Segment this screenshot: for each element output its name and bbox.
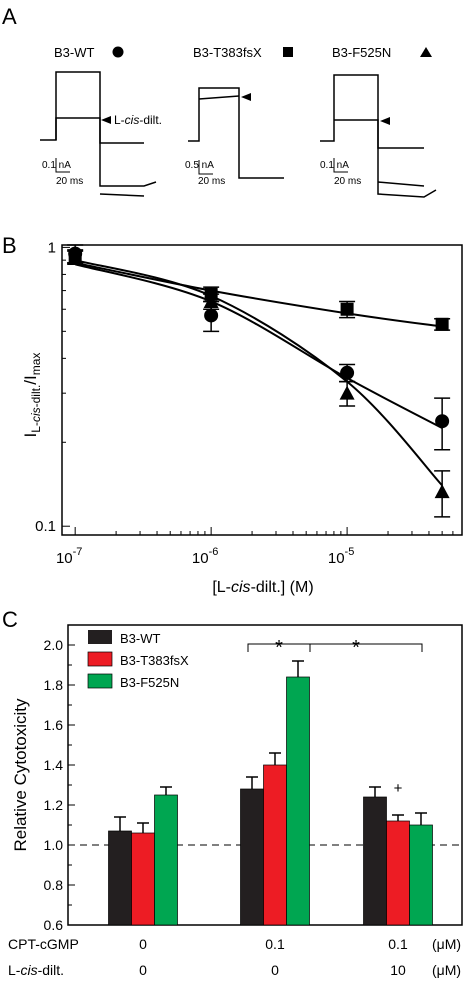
data-point-circle	[435, 414, 450, 429]
panel-b-label: B	[2, 233, 17, 258]
legend-label-wt: B3-WT	[120, 631, 161, 646]
legend-swatch-f525n	[87, 673, 113, 689]
y-tick-label: 1.0	[44, 837, 64, 853]
bar-b3-t383fsx	[263, 764, 287, 926]
bar-b3-f525n	[286, 676, 310, 926]
bar-b3-wt	[108, 830, 132, 926]
cytotoxicity-bar-chart: 0.6 0.8 1.0 1.2 1.4 1.6 1.8 2.0 Relative Cytoto…	[8, 624, 463, 978]
wt-scale-x: 20 ms	[56, 176, 83, 187]
f525n-scale-x: 20 ms	[334, 176, 361, 187]
bar-b3-t383fsx	[131, 832, 155, 926]
data-point-circle	[340, 365, 355, 380]
fit-curve-square	[74, 261, 443, 328]
wt-arrow	[101, 116, 111, 124]
f525n-tail-trace	[377, 181, 425, 187]
data-point-square	[435, 317, 449, 331]
row-cpt-unit: (μM)	[432, 936, 461, 952]
wt-tail-trace	[99, 193, 145, 197]
significance-bracket-2	[309, 643, 423, 652]
legend-label-f525n: B3-F525N	[120, 675, 179, 690]
row-cpt-value-3: 0.1	[388, 936, 408, 952]
trace-t383fsx: B3-T383fsX 0.5 nA 20 ms	[185, 45, 293, 187]
y-tick-label: 1.4	[44, 757, 64, 773]
bar-b3-f525n	[409, 824, 433, 926]
y-tick-label: 1.6	[44, 717, 64, 733]
row-dilt-value-3: 10	[390, 962, 406, 978]
significance-star-1: *	[275, 637, 283, 659]
wt-arrow-label: L-cis-dilt.	[114, 113, 162, 127]
panel-c-label: C	[2, 607, 18, 632]
legend-label-t383fsx: B3-T383fsX	[120, 653, 189, 668]
t383fsx-scale-bar	[198, 160, 213, 175]
x-tick-label: 10-5	[328, 546, 354, 567]
y-tick-label: 0.6	[44, 917, 64, 933]
t383fsx-arrow	[241, 93, 251, 101]
bar-b3-wt	[240, 788, 264, 926]
trace-wt-title: B3-WT	[54, 45, 95, 60]
f525n-scale-bar	[333, 158, 348, 173]
row-dilt-value-1: 0	[139, 962, 147, 978]
panel-a-label: A	[2, 4, 17, 29]
row-cpt-value-1: 0	[139, 936, 147, 952]
y-tick-label: 0.1	[35, 518, 56, 535]
t383fsx-control-trace	[188, 87, 284, 179]
wt-drug-trace	[55, 117, 157, 187]
bar-b3-t383fsx	[386, 820, 410, 926]
f525n-arrow	[380, 117, 390, 125]
data-point-triangle	[434, 484, 450, 499]
f525n-scale-y: 0.1 nA	[320, 160, 349, 171]
x-tick-label: 10-7	[56, 546, 82, 567]
row-label-l-cis-dilt: L-cis-dilt.	[8, 962, 64, 978]
wt-scale-y: 0.1 nA	[42, 160, 71, 171]
trace-wt: B3-WT L-cis-dilt. 0.1 nA 20 ms	[40, 45, 162, 197]
t383fsx-square-symbol	[283, 47, 293, 57]
t383fsx-drug-trace	[198, 95, 240, 100]
fit-curve-circle	[74, 263, 443, 429]
data-point-triangle	[203, 293, 219, 308]
plot-c-ylabel: Relative Cytotoxicity	[11, 698, 30, 852]
trace-f525n-title: B3-F525N	[332, 45, 391, 60]
data-point-triangle	[339, 385, 355, 400]
y-tick-label: 1	[48, 239, 56, 256]
data-point-circle	[204, 308, 219, 323]
legend: B3-WT B3-T383fsX B3-F525N	[87, 630, 189, 690]
trace-f525n: B3-F525N 0.1 nA 20 ms	[320, 45, 437, 198]
bar-b3-f525n	[154, 794, 178, 926]
y-tick-label: 1.8	[44, 677, 64, 693]
row-label-cpt-cgmp: CPT-cGMP	[8, 936, 79, 952]
plot-b-frame	[61, 244, 463, 536]
t383fsx-scale-x: 20 ms	[198, 176, 225, 187]
legend-swatch-t383fsx	[87, 651, 113, 667]
dose-response-plot: 10-7 10-6 10-5 1 0.1 [L-cis-dilt.] (M) IL-ci…	[21, 239, 463, 596]
plot-b-xlabel: [L-cis-dilt.] (M)	[212, 579, 313, 596]
wt-control-trace	[40, 71, 144, 144]
trace-t383fsx-title: B3-T383fsX	[193, 45, 262, 60]
t383fsx-scale-y: 0.5 nA	[185, 160, 214, 171]
f525n-drug-trace	[334, 119, 437, 198]
row-dilt-value-2: 0	[271, 962, 279, 978]
f525n-triangle-symbol	[420, 47, 432, 57]
plot-b-ylabel: IL-cis-dilt./Imax	[21, 353, 43, 438]
fit-curve-triangle	[74, 259, 443, 487]
data-point-triangle	[67, 249, 83, 264]
row-cpt-value-2: 0.1	[265, 936, 285, 952]
wt-scale-bar	[55, 158, 70, 173]
y-tick-label: 0.8	[44, 877, 64, 893]
y-tick-label: 1.2	[44, 797, 64, 813]
row-dilt-unit: (μM)	[432, 962, 461, 978]
bar-b3-wt	[363, 796, 387, 926]
significance-star-2: *	[352, 637, 360, 659]
y-tick-label: 2.0	[44, 637, 64, 653]
data-point-square	[340, 302, 354, 316]
legend-swatch-wt	[88, 630, 112, 644]
f525n-control-trace	[320, 74, 424, 149]
wt-circle-symbol	[112, 46, 124, 58]
x-tick-label: 10-6	[192, 546, 218, 567]
plus-annotation: +	[394, 780, 403, 797]
